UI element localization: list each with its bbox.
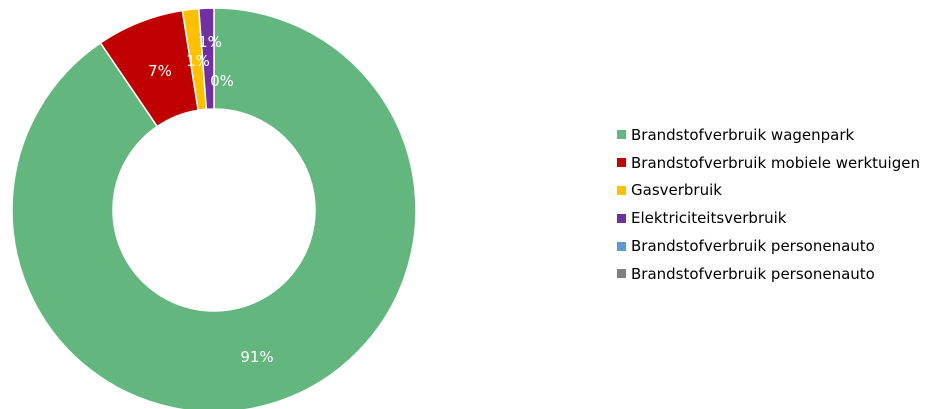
data-label: 91% (240, 348, 273, 366)
legend-swatch (617, 130, 626, 140)
legend-swatch (617, 185, 626, 195)
donut-chart: 91%7%1%1%0% (11, 7, 417, 409)
legend-swatch (617, 158, 626, 168)
legend-item: Brandstofverbruik mobiele werktuigen (617, 149, 920, 177)
donut-slice (11, 7, 417, 409)
legend-label: Elektriciteitsverbruik (631, 209, 787, 228)
legend-item: Brandstofverbruik personenauto (617, 232, 920, 260)
legend-item: Gasverbruik (617, 177, 920, 205)
data-label: 7% (148, 62, 172, 80)
data-label: 0% (210, 72, 234, 90)
data-label: 1% (198, 33, 222, 51)
legend-label: Brandstofverbruik personenauto (631, 237, 875, 256)
data-label: 1% (186, 52, 210, 70)
legend-item: Brandstofverbruik personenauto (617, 260, 920, 288)
legend-label: Gasverbruik (631, 181, 722, 200)
legend-swatch (617, 269, 626, 279)
legend-label: Brandstofverbruik wagenpark (631, 125, 855, 144)
legend-label: Brandstofverbruik mobiele werktuigen (631, 153, 920, 172)
legend-item: Elektriciteitsverbruik (617, 204, 920, 232)
legend-label: Brandstofverbruik personenauto (631, 264, 875, 283)
legend-item: Brandstofverbruik wagenpark (617, 121, 920, 149)
legend-swatch (617, 213, 626, 223)
legend-swatch (617, 241, 626, 251)
donut-slice (197, 7, 215, 111)
legend: Brandstofverbruik wagenpark Brandstofver… (617, 121, 920, 288)
